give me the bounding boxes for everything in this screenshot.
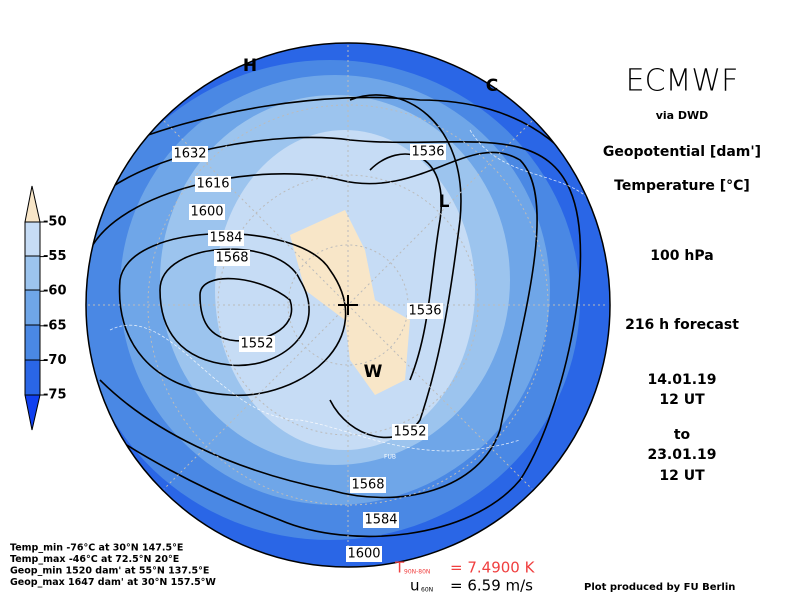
contour-label: 1616 bbox=[196, 177, 229, 192]
contour-label: 1600 bbox=[190, 205, 223, 220]
pressure-marker: C bbox=[486, 76, 498, 96]
colorbar-label: -75 bbox=[43, 388, 67, 403]
u-value: = 6.59 m/s bbox=[450, 577, 533, 595]
pressure-marker: W bbox=[364, 362, 383, 382]
pressure-marker: L bbox=[439, 192, 450, 212]
contour-label-box bbox=[189, 204, 225, 220]
contour-label-box bbox=[363, 512, 399, 528]
t-symbol: T bbox=[394, 559, 405, 577]
valid-date: 23.01.19 bbox=[647, 447, 716, 463]
to: to bbox=[674, 427, 691, 443]
title: ECMWF bbox=[626, 64, 739, 99]
station: FUB bbox=[384, 454, 396, 461]
colorbar-label: -65 bbox=[43, 318, 67, 333]
init-time: 12 UT bbox=[659, 392, 705, 408]
pole-cross bbox=[338, 295, 358, 315]
contour-label-box bbox=[195, 176, 231, 192]
forecast: 216 h forecast bbox=[625, 317, 739, 333]
colorbar-label: -55 bbox=[43, 249, 67, 264]
contour-label-box bbox=[239, 336, 275, 352]
contour-label: 1552 bbox=[240, 337, 273, 352]
u-symbol: u bbox=[410, 577, 420, 595]
pressure-marker: H bbox=[243, 56, 257, 76]
contour-label-box bbox=[172, 146, 208, 162]
field: Geopotential [dam'] bbox=[603, 144, 761, 160]
contour-label: 1632 bbox=[173, 147, 206, 162]
contour-label: 1568 bbox=[351, 478, 384, 493]
contour-label: 1536 bbox=[411, 145, 444, 160]
colorbar-label: -70 bbox=[43, 353, 67, 368]
field2: Temperature [°C] bbox=[614, 178, 750, 194]
contour-label-box bbox=[410, 144, 446, 160]
u-sub: 60N bbox=[421, 587, 433, 594]
stat-line: Geop_max 1647 dam' at 30°N 157.5°W bbox=[10, 577, 216, 588]
contour-label: 1600 bbox=[347, 547, 380, 562]
colorbar bbox=[24, 185, 41, 431]
contour-label-box bbox=[407, 303, 443, 319]
level: 100 hPa bbox=[650, 248, 713, 264]
map-border bbox=[85, 42, 611, 568]
init-date: 14.01.19 bbox=[647, 372, 716, 388]
contour-label-box bbox=[346, 546, 382, 562]
contour-label: 1584 bbox=[364, 513, 397, 528]
contour-label: 1552 bbox=[393, 425, 426, 440]
stat-line: Geop_min 1520 dam' at 55°N 137.5°E bbox=[10, 566, 209, 577]
credit: Plot produced by FU Berlin bbox=[584, 582, 735, 593]
t-sub: 90N-80N bbox=[404, 569, 430, 576]
source: via DWD bbox=[656, 109, 709, 122]
stat-line: Temp_min -76°C at 30°N 147.5°E bbox=[10, 543, 183, 554]
contour-label: 1536 bbox=[408, 304, 441, 319]
contour-label: 1568 bbox=[215, 251, 248, 266]
map-disc bbox=[86, 43, 610, 567]
stat-line: Temp_max -46°C at 72.5°N 20°E bbox=[10, 554, 179, 565]
contour-label: 1584 bbox=[209, 231, 242, 246]
t-value: = 7.4900 K bbox=[450, 559, 536, 577]
contour-label-box bbox=[214, 250, 250, 266]
colorbar-label: -60 bbox=[43, 284, 67, 299]
contour-label-box bbox=[208, 230, 244, 246]
contour-label-box bbox=[350, 477, 386, 493]
contour-label-box bbox=[392, 424, 428, 440]
valid-time: 12 UT bbox=[659, 468, 705, 484]
colorbar-label: -50 bbox=[43, 215, 67, 230]
